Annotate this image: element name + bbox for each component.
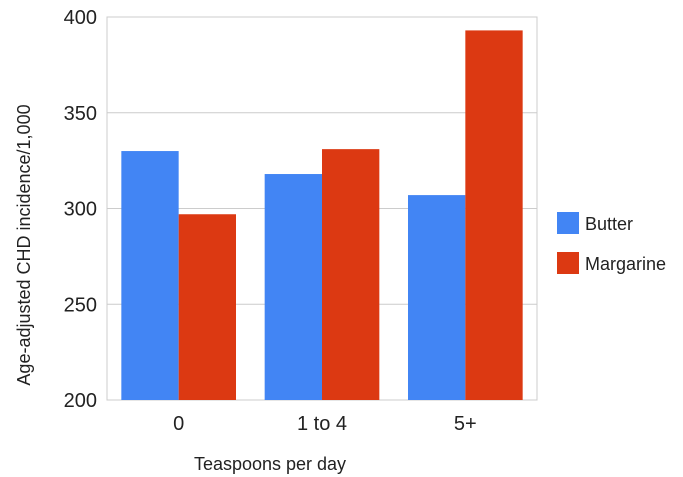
x-tick-label: 5+: [454, 413, 477, 435]
y-axis-title: Age-adjusted CHD incidence/1,000: [14, 104, 34, 385]
bar-margarine-0: [178, 214, 236, 400]
y-tick-label: 250: [64, 294, 97, 316]
legend-label-margarine: Margarine: [585, 254, 666, 274]
x-tick-label: 1 to 4: [297, 413, 347, 435]
y-tick-label: 300: [64, 199, 97, 221]
legend: Butter Margarine: [557, 212, 666, 274]
bars: [121, 30, 523, 401]
legend-swatch-butter: [557, 212, 579, 234]
bar-butter-0: [121, 151, 179, 400]
y-axis-ticks: 200 250 300 350 400: [64, 7, 97, 412]
y-tick-label: 200: [64, 390, 97, 412]
legend-swatch-margarine: [557, 252, 579, 274]
x-axis-title: Teaspoons per day: [194, 454, 346, 474]
bar-margarine-2: [465, 30, 523, 401]
bar-butter-2: [408, 195, 466, 400]
y-tick-label: 350: [64, 103, 97, 125]
x-tick-label: 0: [173, 413, 184, 435]
bar-butter-1: [264, 174, 322, 400]
legend-label-butter: Butter: [585, 214, 633, 234]
y-tick-label: 400: [64, 7, 97, 29]
bar-margarine-1: [322, 149, 380, 400]
x-axis-ticks: 0 1 to 4 5+: [173, 413, 477, 435]
